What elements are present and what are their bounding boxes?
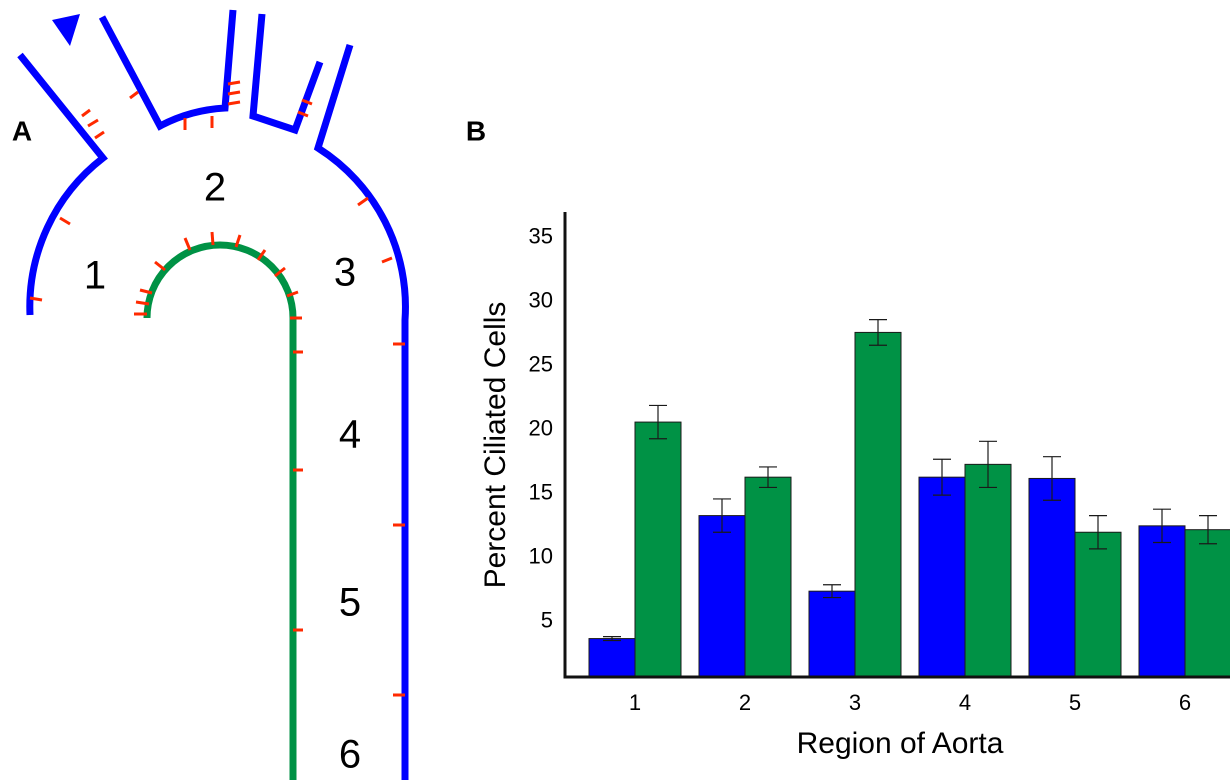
x-tick-label: 2: [739, 690, 751, 715]
panel-label: B: [466, 115, 486, 146]
bar: [918, 476, 966, 678]
y-tick-label: 30: [529, 287, 553, 312]
bar: [854, 331, 902, 678]
panel-label: A: [12, 115, 32, 146]
bar: [744, 476, 792, 678]
aorta-outer-wall: [17, 52, 108, 316]
bar: [698, 515, 746, 678]
bar: [1184, 529, 1230, 678]
region-label: 3: [334, 251, 356, 295]
aorta-diagram: A 1 2 3 4 5 6: [12, 9, 409, 780]
y-tick-label: 15: [529, 480, 553, 505]
y-tick-label: 20: [529, 416, 553, 441]
region-label: 5: [339, 581, 361, 625]
y-tick-label: 10: [529, 544, 553, 569]
y-axis-title: Percent Ciliated Cells: [479, 302, 512, 589]
x-axis-title: Region of Aorta: [797, 727, 1004, 760]
bar: [588, 638, 636, 678]
x-tick-label: 5: [1069, 690, 1081, 715]
x-tick-label: 1: [629, 690, 641, 715]
y-tick-label: 25: [529, 352, 553, 377]
x-tick-label: 6: [1179, 690, 1191, 715]
bar: [1074, 531, 1122, 678]
x-tick-label: 4: [959, 690, 971, 715]
aorta-inner-wall: [143, 241, 297, 780]
y-tick-label: 5: [541, 608, 553, 633]
region-label: 4: [339, 413, 361, 457]
y-tick-label: 35: [529, 223, 553, 248]
bar: [808, 590, 856, 678]
bar: [634, 421, 682, 678]
bar: [1028, 477, 1076, 678]
bar: [1138, 525, 1186, 678]
region-label: 2: [204, 166, 226, 210]
branch-wall: [98, 9, 237, 131]
region-label: 6: [339, 733, 361, 777]
branch-wall: [249, 13, 324, 135]
arrowhead: [52, 14, 80, 46]
x-tick-label: 3: [849, 690, 861, 715]
bar: [964, 463, 1012, 678]
region-label: 1: [84, 254, 106, 298]
cilia-marks: [29, 80, 405, 697]
aorta-outer-wall: [313, 43, 409, 780]
